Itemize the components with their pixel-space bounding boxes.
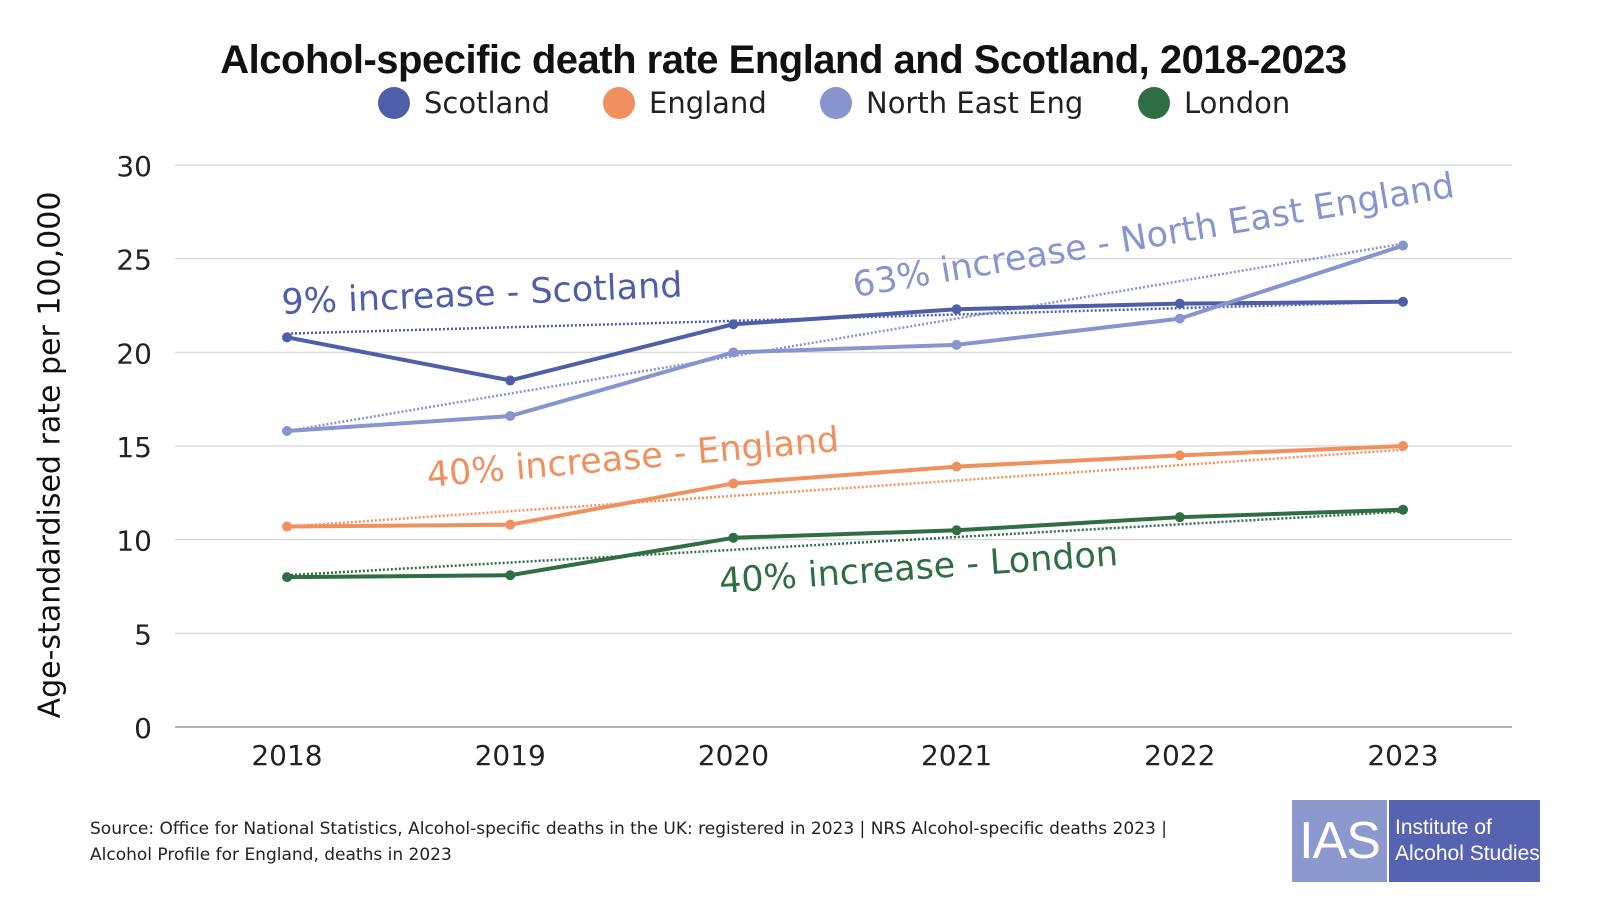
data-point — [728, 478, 739, 489]
legend-item-scotland: Scotland — [378, 86, 550, 120]
data-point — [505, 375, 516, 386]
x-tick-label: 2020 — [698, 739, 769, 772]
data-point — [1174, 313, 1185, 324]
legend-label: North East Eng — [866, 86, 1084, 120]
data-point — [282, 521, 292, 532]
series-line — [286, 243, 1404, 434]
ias-logo: IAS Institute of Alcohol Studies — [1292, 800, 1540, 882]
legend-dot-icon — [603, 87, 635, 119]
series-line — [286, 444, 1404, 529]
trend-annotation: 40% increase - London — [718, 534, 1119, 602]
legend-dot-icon — [1138, 87, 1170, 119]
x-tick-label: 2021 — [921, 739, 992, 772]
y-tick-label: 25 — [116, 244, 152, 277]
data-point — [282, 426, 292, 437]
data-point — [951, 461, 962, 472]
trend-annotation: 40% increase - England — [425, 420, 840, 496]
legend-item-england: England — [603, 86, 767, 120]
x-tick-label: 2018 — [251, 739, 322, 772]
legend-dot-icon — [820, 87, 852, 119]
y-tick-label: 30 — [116, 150, 152, 183]
data-point — [505, 519, 516, 530]
trendline — [286, 242, 1404, 433]
y-tick-label: 20 — [116, 337, 152, 370]
data-point — [1174, 450, 1185, 461]
series-line — [286, 299, 1404, 383]
trendline — [286, 448, 1404, 528]
data-point — [951, 525, 962, 536]
logo-line-2: Alcohol Studies — [1395, 842, 1540, 865]
legend-label: Scotland — [424, 86, 551, 120]
data-point — [282, 572, 292, 583]
source-line-2: Alcohol Profile for England, deaths in 2… — [90, 845, 452, 865]
trend-annotation: 9% increase - Scotland — [281, 266, 684, 323]
legend-label: England — [649, 86, 767, 120]
trend-annotation: 63% increase - North East England — [850, 166, 1457, 306]
data-point — [1398, 240, 1408, 251]
legend: Scotland England North East Eng London — [0, 86, 1600, 126]
data-point — [1398, 441, 1408, 451]
data-point — [728, 532, 739, 543]
x-tick-label: 2019 — [475, 739, 546, 772]
series-line — [286, 507, 1404, 580]
legend-item-london: London — [1138, 86, 1290, 120]
source-line-1: Source: Office for National Statistics, … — [90, 819, 1167, 839]
data-point — [505, 570, 516, 581]
x-tick-label: 2022 — [1144, 739, 1215, 772]
data-point — [951, 339, 962, 350]
data-point — [1174, 512, 1185, 523]
data-point — [1174, 298, 1185, 309]
data-point — [728, 347, 739, 358]
logo-acronym: IAS — [1292, 800, 1387, 882]
logo-text: Institute of Alcohol Studies — [1389, 800, 1540, 882]
data-point — [951, 304, 962, 315]
y-tick-label: 15 — [116, 431, 152, 464]
legend-dot-icon — [378, 87, 410, 119]
data-point — [1398, 504, 1408, 515]
legend-item-north-east: North East Eng — [820, 86, 1083, 120]
data-point — [1398, 296, 1408, 307]
data-point — [728, 319, 739, 330]
y-tick-label: 0 — [134, 712, 152, 745]
chart-title: Alcohol-specific death rate England and … — [220, 38, 1347, 82]
y-tick-label: 10 — [116, 525, 152, 558]
data-point — [282, 332, 292, 343]
x-tick-label: 2023 — [1367, 739, 1438, 772]
logo-line-1: Institute of — [1395, 816, 1492, 839]
source-note: Source: Office for National Statistics, … — [90, 816, 1270, 868]
data-point — [505, 411, 516, 422]
legend-label: London — [1184, 86, 1291, 120]
y-tick-label: 5 — [134, 618, 152, 651]
